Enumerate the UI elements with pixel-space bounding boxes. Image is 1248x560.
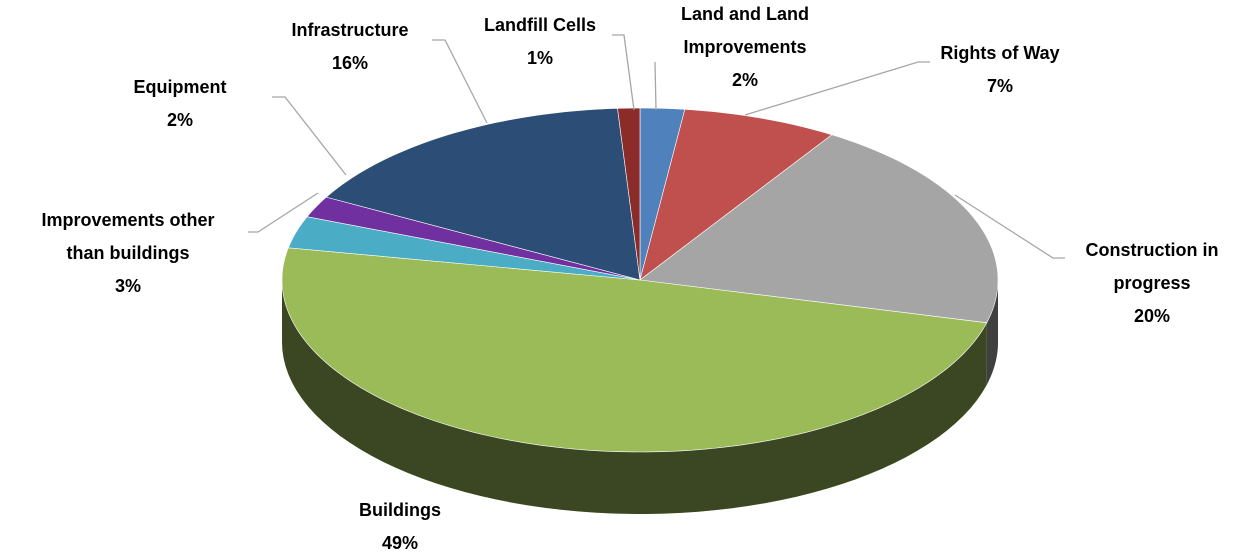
leader-lines [248, 34, 1065, 259]
slice [617, 107, 641, 281]
category-label: Improvements other than buildings [41, 210, 215, 263]
data-label: Improvements other than buildings 3% [23, 204, 233, 303]
value-label: 2% [166, 110, 193, 130]
slice [281, 247, 988, 453]
leader-line [272, 96, 347, 176]
leader-line [248, 192, 319, 233]
slice-side-shade [282, 280, 987, 514]
category-label: Land and Land Improvements [681, 4, 809, 57]
category-label: Construction in progress [1085, 240, 1219, 293]
data-label: Buildings 49% [359, 494, 441, 560]
data-label: Equipment 2% [134, 71, 227, 137]
value-label: 49% [381, 533, 419, 553]
value-label: 16% [331, 53, 369, 73]
leader-line [612, 34, 635, 111]
value-label: 2% [731, 70, 758, 90]
pie-sides [282, 280, 998, 514]
slice [639, 109, 833, 281]
data-label: Rights of Way 7% [940, 37, 1059, 103]
slice [306, 196, 641, 281]
value-label: 3% [114, 276, 141, 296]
data-label: Infrastructure 16% [291, 14, 408, 80]
category-label: Rights of Way [940, 43, 1060, 63]
category-label: Buildings [359, 500, 441, 520]
value-label: 7% [986, 76, 1013, 96]
leader-line [954, 194, 1065, 259]
leader-line [654, 61, 657, 111]
data-label: Landfill Cells 1% [484, 9, 596, 75]
slice [325, 108, 641, 281]
leader-line [432, 39, 488, 124]
data-label: Land and Land Improvements 2% [660, 0, 830, 97]
slice [639, 134, 999, 324]
category-label: Landfill Cells [483, 15, 597, 35]
slice [287, 216, 641, 281]
value-label: 20% [1133, 306, 1171, 326]
leader-line [744, 61, 930, 116]
data-label: Construction in progress 20% [1067, 234, 1237, 333]
category-label: Equipment [133, 77, 227, 97]
value-label: 1% [526, 48, 553, 68]
slice-side-shade [986, 280, 998, 385]
category-label: Infrastructure [291, 20, 409, 40]
pie-tops [281, 107, 999, 453]
